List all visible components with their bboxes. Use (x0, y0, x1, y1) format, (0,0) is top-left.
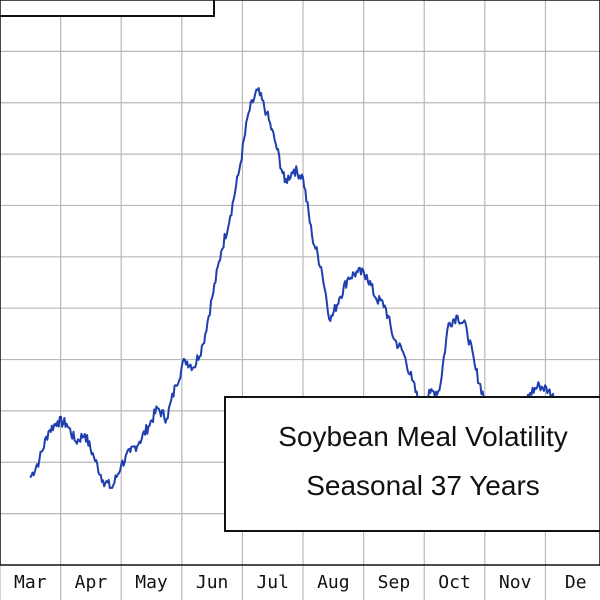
x-tick-labels: Mar Apr May Jun Jul Aug Sep Oct Nov De (14, 572, 587, 593)
x-tick-label-sep: Sep (378, 572, 411, 593)
chart-title-line-2: Seasonal 37 Years (306, 470, 540, 501)
x-tick-label-nov: Nov (499, 572, 532, 593)
x-tick-label-oct: Oct (438, 572, 471, 593)
x-tick-label-de: De (565, 572, 587, 593)
x-tick-label-apr: Apr (75, 572, 108, 593)
x-tick-label-jul: Jul (256, 572, 289, 593)
x-tick-label-jun: Jun (196, 572, 229, 593)
plot-frame (0, 0, 600, 566)
chart-title-line-1: Soybean Meal Volatility (278, 421, 568, 452)
x-tick-label-aug: Aug (317, 572, 350, 593)
title-box-frame (224, 396, 600, 532)
title-box-top-left (0, 0, 215, 17)
title-box: Soybean Meal Volatility Seasonal 37 Year… (224, 396, 600, 532)
x-tick-label-may: May (135, 572, 168, 593)
x-tick-label-mar: Mar (14, 572, 47, 593)
